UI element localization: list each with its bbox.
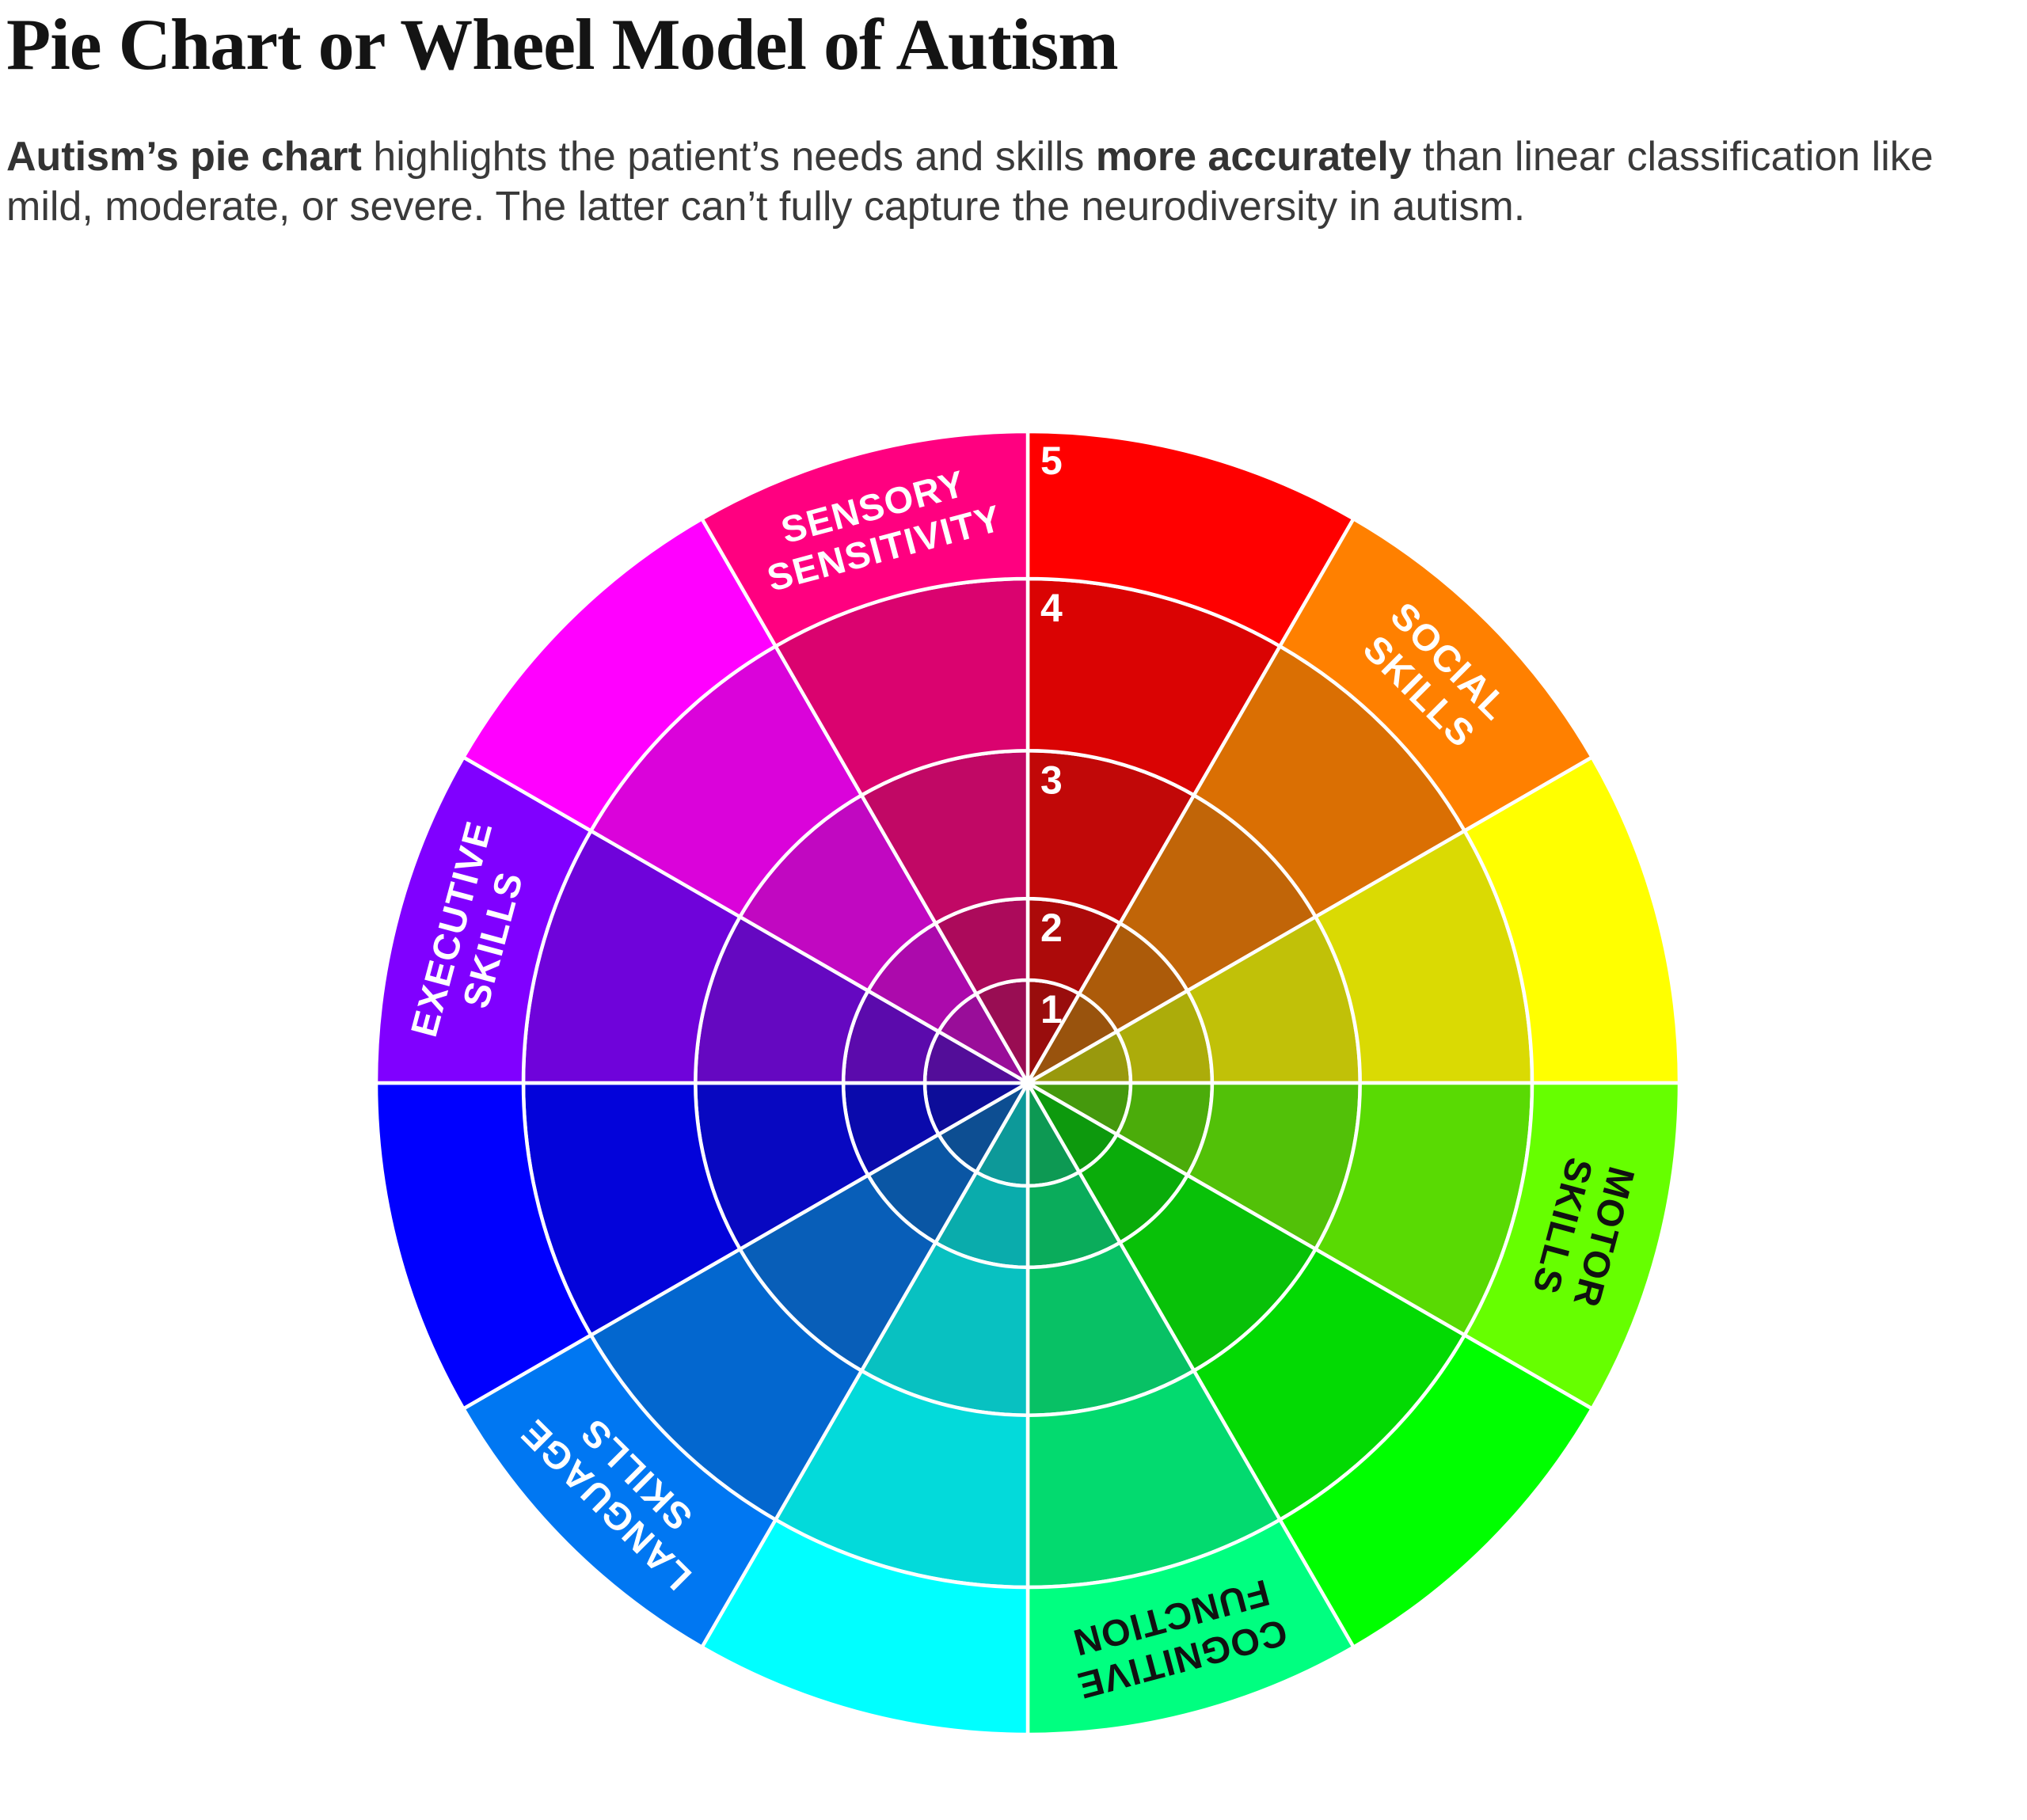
- scale-tick-label-4: 4: [1040, 586, 1063, 630]
- header: Pie Chart or Wheel Model of Autism Autis…: [6, 0, 2002, 232]
- scale-tick-label-1: 1: [1040, 987, 1063, 1032]
- intro-text: highlights the patient’s needs and skill…: [361, 133, 1096, 180]
- intro-paragraph: Autism’s pie chart highlights the patien…: [6, 132, 1978, 232]
- scale-tick-label-5: 5: [1040, 439, 1063, 483]
- wheel-cell-rose-ring5: [700, 429, 1030, 648]
- scale-tick-label-2: 2: [1040, 906, 1063, 950]
- intro-bold-text: Autism’s pie chart: [6, 133, 362, 180]
- intro-bold-text: more accurately: [1095, 133, 1412, 180]
- intro-text: than linear classification like mild, mo…: [6, 133, 1934, 230]
- page-title: Pie Chart or Wheel Model of Autism: [6, 4, 1119, 85]
- scale-tick-label-3: 3: [1040, 758, 1063, 802]
